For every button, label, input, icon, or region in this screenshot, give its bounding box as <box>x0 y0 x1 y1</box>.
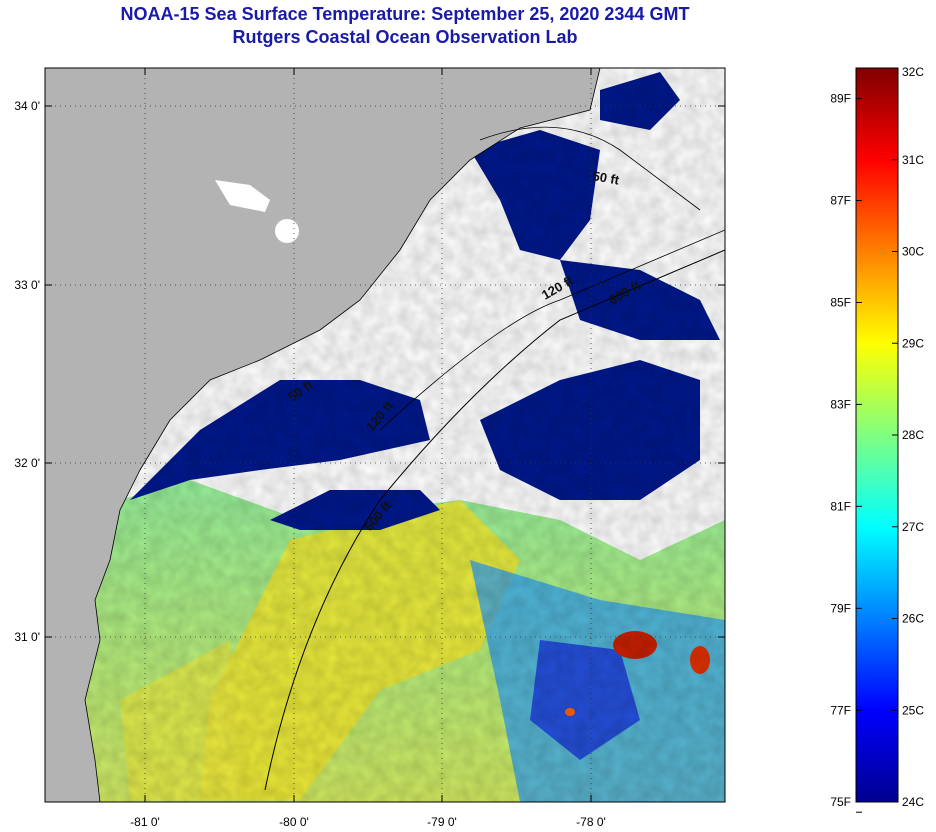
map-subtitle: Rutgers Coastal Ocean Observation Lab <box>232 27 578 47</box>
lon-tick-label: -81 0' <box>130 815 160 829</box>
contour-50ft <box>479 126 701 211</box>
colorbar-fahrenheit-label: 77F <box>830 703 851 717</box>
colorbar-gradient <box>855 67 899 803</box>
lat-tick-label: 32 0' <box>14 456 40 470</box>
colorbar-celsius-label: 31C <box>902 153 924 167</box>
map-layers <box>45 68 725 802</box>
colorbar-fahrenheit-label: 75F <box>830 795 851 809</box>
lon-tick-label: -78 0' <box>576 815 606 829</box>
colorbar-celsius-label: 28C <box>902 428 924 442</box>
contour-120ft <box>379 229 725 431</box>
contour-label-50ft-north: 50 ft <box>591 168 621 188</box>
map-frame <box>44 67 726 803</box>
colorbar-celsius-label: 24C <box>902 795 924 809</box>
colorbar-fahrenheit-label: 89F <box>830 92 851 106</box>
lon-tick-label: -80 0' <box>279 815 309 829</box>
colorbar-celsius-label: 26C <box>902 612 924 626</box>
land-cloud-2 <box>275 219 299 243</box>
colorbar-celsius-label: 29C <box>902 336 924 350</box>
coastline <box>45 68 601 802</box>
colorbar-celsius-label: 25C <box>902 703 924 717</box>
land <box>45 68 600 802</box>
colorbar-celsius-label: 32C <box>902 65 924 79</box>
lat-tick-label: 33 0' <box>14 278 40 292</box>
colorbar-fahrenheit-label: 87F <box>830 194 851 208</box>
lat-tick-label: 31 0' <box>14 630 40 644</box>
colorbar-fahrenheit-label: 85F <box>830 295 851 309</box>
colorbar-fahrenheit-label: 79F <box>830 601 851 615</box>
tick-marks <box>45 68 725 802</box>
gridlines <box>45 68 725 802</box>
lon-tick-label: -79 0' <box>427 815 457 829</box>
colorbar-celsius-label: 27C <box>902 520 924 534</box>
colorbar-celsius-labels: 32C 31C 30C 29C 28C 27C 26C 25C 24C <box>892 65 924 809</box>
colorbar-fahrenheit-labels: 89F 87F 85F 83F 81F 79F 77F 75F <box>830 92 862 813</box>
lat-tick-label: 34 0' <box>14 99 40 113</box>
colorbar-fahrenheit-label: 81F <box>830 499 851 513</box>
land-cloud-1 <box>215 180 270 212</box>
map-title: NOAA-15 Sea Surface Temperature: Septemb… <box>120 4 690 24</box>
colorbar-fahrenheit-label: 83F <box>830 397 851 411</box>
contour-600ft <box>264 249 725 791</box>
colorbar-celsius-label: 30C <box>902 245 924 259</box>
